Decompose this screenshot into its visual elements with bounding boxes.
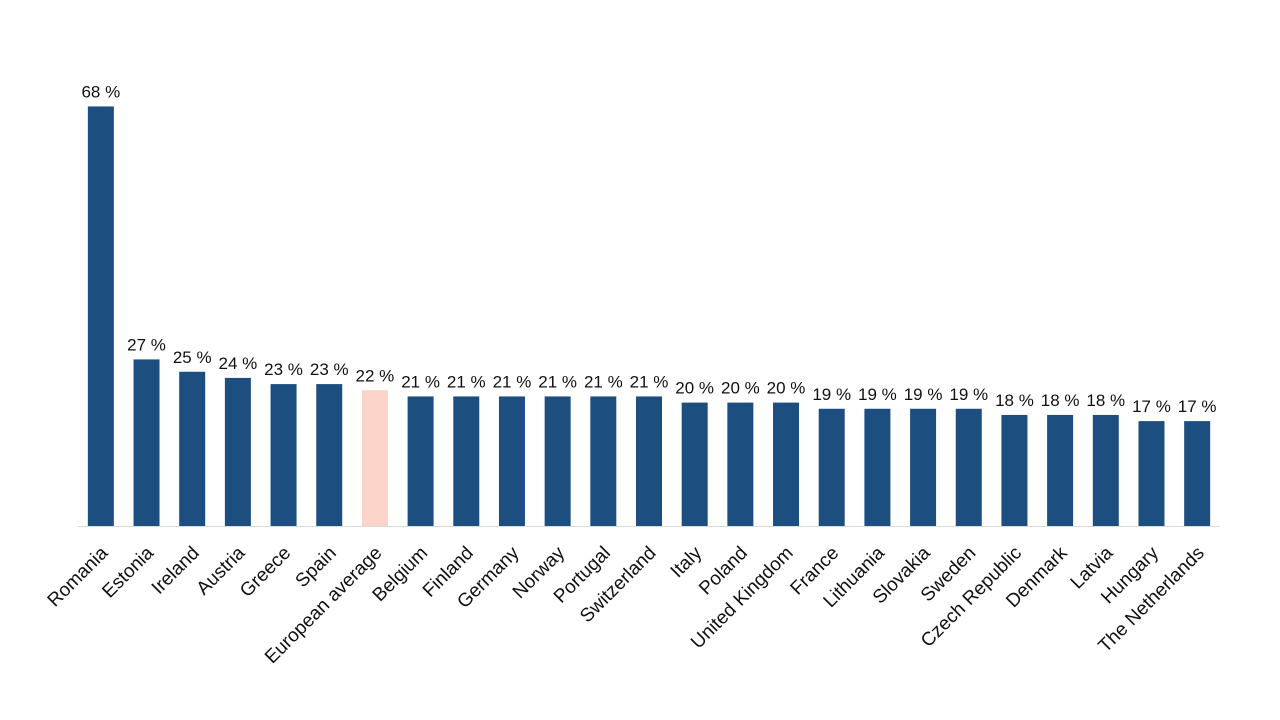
bar-poland <box>727 402 754 526</box>
value-label-belgium: 21 % <box>401 372 440 391</box>
category-labels-group: RomaniaEstoniaIrelandAustriaGreeceSpainE… <box>44 542 1209 668</box>
value-label-ireland: 25 % <box>173 348 212 367</box>
value-label-estonia: 27 % <box>127 335 166 354</box>
value-label-poland: 20 % <box>721 379 760 398</box>
bar-lithuania <box>864 408 891 526</box>
value-labels-group: 68 % 27 % 25 % 24 % 23 % 23 % 22 % 21 % 21 % 21 %… <box>81 82 1216 416</box>
bar-latvia <box>1092 414 1119 526</box>
value-label-switzerland: 21 % <box>630 372 669 391</box>
value-label-austria: 24 % <box>219 354 258 373</box>
bar-ireland <box>179 371 206 526</box>
value-label-denmark: 18 % <box>1041 391 1080 410</box>
value-label-finland: 21 % <box>447 372 486 391</box>
category-label-romania: Romania <box>44 542 113 611</box>
bar-hungary <box>1138 421 1165 526</box>
bar-switzerland <box>636 396 662 526</box>
bar-sweden <box>955 408 982 526</box>
value-label-sweden: 19 % <box>949 385 988 404</box>
value-label-spain: 23 % <box>310 360 349 379</box>
bar-italy <box>681 402 708 526</box>
category-label-greece: Greece <box>236 543 295 602</box>
value-label-norway: 21 % <box>538 372 577 391</box>
value-label-united-kingdom: 20 % <box>767 379 806 398</box>
bar-spain <box>316 384 343 526</box>
value-label-greece: 23 % <box>264 360 303 379</box>
bar-denmark <box>1047 414 1074 526</box>
bars-group <box>87 106 1211 526</box>
bar-norway <box>544 396 571 526</box>
bar-germany <box>498 396 525 526</box>
category-label-ireland: Ireland <box>148 543 204 599</box>
bar-estonia <box>133 359 160 526</box>
bar-finland <box>453 396 480 526</box>
bar-slovakia <box>910 408 937 526</box>
value-label-slovakia: 19 % <box>904 385 943 404</box>
value-label-hungary: 17 % <box>1132 397 1171 416</box>
bar-belgium <box>407 396 434 526</box>
bar-france <box>818 408 845 526</box>
bar-european-average <box>361 390 388 526</box>
bar-romania <box>87 106 114 526</box>
value-label-germany: 21 % <box>493 372 532 391</box>
value-label-romania: 68 % <box>81 82 120 101</box>
value-label-italy: 20 % <box>675 379 714 398</box>
bar-the-netherlands <box>1184 421 1211 526</box>
category-label-italy: Italy <box>667 542 707 582</box>
bar-czech-republic <box>1001 414 1028 526</box>
value-label-czech-republic: 18 % <box>995 391 1034 410</box>
value-label-portugal: 21 % <box>584 372 623 391</box>
value-label-france: 19 % <box>812 385 851 404</box>
category-label-estonia: Estonia <box>98 542 158 602</box>
bar-greece <box>270 384 297 526</box>
value-label-latvia: 18 % <box>1086 391 1125 410</box>
bar-united-kingdom <box>773 402 800 526</box>
value-label-lithuania: 19 % <box>858 385 897 404</box>
value-label-european-average: 22 % <box>356 366 395 385</box>
bar-portugal <box>590 396 617 526</box>
bar-austria <box>224 377 251 526</box>
value-label-the-netherlands: 17 % <box>1178 397 1217 416</box>
